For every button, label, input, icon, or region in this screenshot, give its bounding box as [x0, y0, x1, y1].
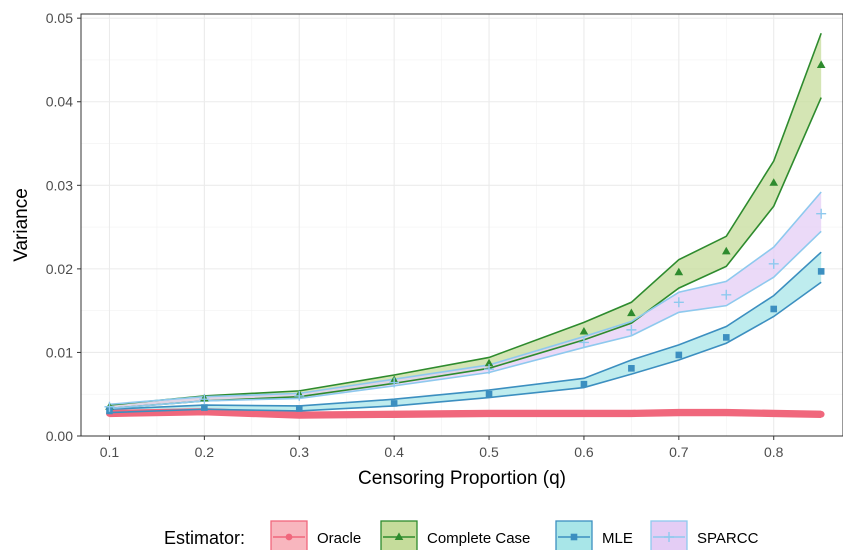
oracle-lower-line — [109, 411, 822, 419]
oracle-point — [722, 409, 730, 417]
sparcc-point — [389, 377, 400, 388]
y-tick-label: 0.00 — [46, 428, 73, 444]
mle-point — [722, 334, 730, 341]
mle-upper-line — [109, 251, 822, 411]
legend: Estimator: Oracle Complete Case MLE SPARCC — [164, 520, 759, 550]
x-tick-label: 0.7 — [669, 444, 689, 460]
x-tick-label: 0.6 — [574, 444, 594, 460]
complete-case-point — [769, 178, 779, 186]
confidence-bands — [109, 33, 822, 417]
mle-lower-line — [109, 281, 822, 414]
legend-item-mle: MLE — [555, 520, 633, 550]
oracle-point — [817, 410, 825, 418]
oracle-point — [627, 410, 635, 417]
oracle-point — [295, 411, 303, 419]
mle-point — [295, 405, 303, 412]
legend-label-oracle: Oracle — [317, 530, 361, 547]
y-tick-label: 0.04 — [46, 94, 73, 110]
x-tick-label: 0.2 — [195, 444, 215, 460]
complete-case-point — [627, 308, 636, 317]
sparcc-upper-line — [109, 191, 822, 406]
legend-item-oracle: Oracle — [270, 520, 361, 550]
x-tick-label: 0.3 — [290, 444, 310, 460]
x-tick-label: 0.5 — [479, 444, 499, 460]
sparcc-point — [721, 289, 732, 300]
complete-case-point — [721, 246, 731, 255]
legend-label-sparcc: SPARCC — [697, 530, 759, 547]
complete-case-point — [484, 358, 494, 367]
y-axis-title: Variance — [11, 188, 32, 262]
legend-key-marker-sparcc — [664, 532, 674, 542]
legend-item-sparcc: SPARCC — [650, 520, 759, 550]
legend-label-mle: MLE — [602, 530, 633, 547]
sparcc-lower-line — [109, 230, 822, 410]
mle-point — [201, 404, 208, 411]
series-markers — [104, 60, 827, 419]
sparcc-point — [294, 390, 305, 401]
sparcc-point — [768, 258, 779, 269]
y-tick-label: 0.01 — [46, 344, 73, 360]
mle-point — [390, 400, 398, 407]
legend-key-marker-mle — [570, 533, 578, 541]
axes: 0.00 0.01 0.02 0.03 0.04 0.05 0.1 0.2 0.3 0.4 0.5 0… — [46, 10, 784, 460]
y-tick-label: 0.05 — [46, 10, 73, 26]
mle-point — [485, 390, 493, 398]
oracle-point — [485, 410, 493, 417]
mle-point — [817, 268, 825, 275]
x-axis-title: Censoring Proportion (q) — [358, 468, 566, 489]
legend-label-complete-case: Complete Case — [427, 530, 530, 547]
complete-case-upper-line — [109, 32, 822, 406]
sparcc-point — [816, 208, 827, 219]
oracle-point — [675, 409, 683, 417]
oracle-point — [770, 410, 778, 417]
mle-point — [770, 305, 778, 313]
complete-case-point — [816, 60, 826, 68]
oracle-point — [390, 410, 398, 418]
x-tick-label: 0.1 — [100, 444, 120, 460]
legend-item-complete-case: Complete Case — [380, 520, 530, 550]
sparcc-point — [104, 401, 115, 412]
mle-point — [675, 351, 683, 359]
plot-panel-border — [80, 13, 843, 437]
x-tick-label: 0.4 — [384, 444, 404, 460]
mle-band — [109, 252, 822, 413]
sparcc-point — [626, 324, 637, 335]
series-lines — [109, 32, 822, 419]
x-tick-label: 0.8 — [764, 444, 784, 460]
legend-title: Estimator: — [164, 528, 245, 548]
y-tick-label: 0.03 — [46, 177, 73, 193]
sparcc-point — [199, 394, 210, 405]
legend-key-marker-oracle — [285, 533, 293, 541]
sparcc-point — [578, 337, 589, 348]
y-tick-label: 0.02 — [46, 261, 73, 277]
sparcc-point — [673, 297, 684, 308]
mle-point — [628, 365, 635, 372]
legend-key-marker-complete-case — [394, 532, 404, 540]
sparcc-point — [484, 364, 495, 375]
mle-point — [580, 380, 588, 388]
complete-case-point — [674, 267, 684, 276]
complete-case-point — [579, 326, 589, 335]
oracle-point — [580, 410, 588, 417]
